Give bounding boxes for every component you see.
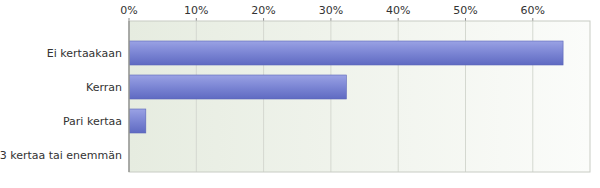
grid-line bbox=[129, 21, 130, 172]
tick-label: 20% bbox=[251, 4, 275, 17]
plot-frame bbox=[129, 21, 590, 172]
bar bbox=[129, 75, 346, 99]
bar bbox=[129, 41, 563, 65]
chart-container: 0% 10% 20% 30% 40% 50% 60% Ei kertaakaan Kerran P… bbox=[0, 0, 600, 188]
y-axis-line bbox=[129, 21, 130, 172]
category-label: Kerran bbox=[86, 81, 122, 94]
bar bbox=[129, 109, 146, 133]
tick-label: 50% bbox=[453, 4, 477, 17]
category-label: Ei kertaakaan bbox=[47, 47, 122, 60]
tick-label: 30% bbox=[319, 4, 343, 17]
tick-label: 60% bbox=[521, 4, 545, 17]
tick-label: 40% bbox=[386, 4, 410, 17]
tick-label: 10% bbox=[184, 4, 208, 17]
bars bbox=[129, 41, 563, 133]
tick-label: 0% bbox=[120, 4, 137, 17]
category-label: Pari kertaa bbox=[63, 115, 122, 128]
chart: 0% 10% 20% 30% 40% 50% 60% Ei kertaakaan Kerran P… bbox=[0, 0, 600, 188]
plot-background bbox=[129, 21, 590, 172]
category-label: 3 kertaa tai enemmän bbox=[0, 149, 122, 162]
